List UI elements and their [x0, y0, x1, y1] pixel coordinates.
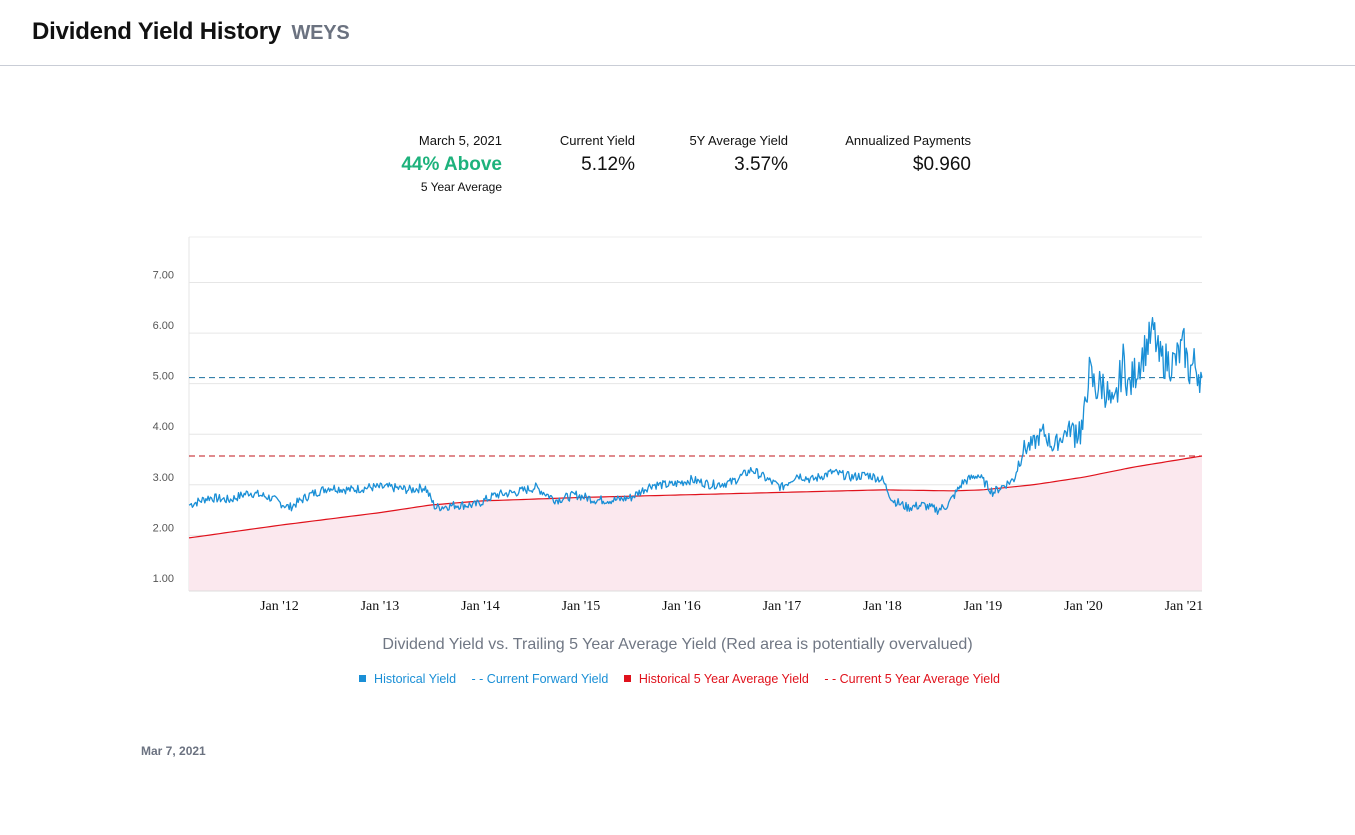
x-tick-label: Jan '20	[1064, 599, 1103, 614]
stat-annualized-payments: Annualized Payments $0.960	[845, 133, 971, 179]
series-5y-average	[188, 455, 1203, 539]
overvalued-area	[189, 456, 1202, 591]
page-title-text: Dividend Yield History	[32, 18, 281, 45]
y-tick-label: 7.00	[153, 270, 174, 282]
ticker-symbol: WEYS	[291, 22, 350, 44]
footer-date: Mar 7, 2021	[141, 744, 206, 758]
legend-square-icon	[359, 675, 367, 682]
x-tick-label: Jan '13	[361, 599, 400, 614]
legend-historical-yield[interactable]: Historical Yield	[355, 672, 460, 686]
x-tick-label: Jan '21	[1165, 599, 1204, 614]
x-tick-label: Jan '16	[662, 599, 701, 614]
stat-payments-value: $0.960	[912, 154, 971, 175]
chart-legend: Historical Yield - - Current Forward Yie…	[0, 672, 1355, 686]
dividend-yield-chart: 1.002.003.004.005.006.007.00 Jan '12 Jan …	[153, 236, 1203, 614]
legend-historical-average[interactable]: Historical 5 Year Average Yield	[620, 672, 813, 686]
x-tick-label: Jan '17	[763, 599, 802, 614]
stat-average-yield-value: 3.57%	[734, 154, 788, 175]
chart-caption: Dividend Yield vs. Trailing 5 Year Avera…	[382, 636, 973, 653]
stat-current-yield-value: 5.12%	[581, 154, 635, 175]
stat-payments-label: Annualized Payments	[845, 133, 971, 148]
legend-current-forward-yield[interactable]: - - Current Forward Yield	[471, 672, 609, 686]
stat-average-yield-label: 5Y Average Yield	[689, 133, 788, 148]
x-tick-label: Jan '15	[562, 599, 601, 614]
legend-historical-average-label: Historical 5 Year Average Yield	[638, 672, 809, 686]
stat-date: March 5, 2021	[418, 133, 502, 148]
legend-historical-label: Historical Yield	[374, 672, 457, 686]
x-tick-label: Jan '12	[260, 599, 299, 614]
y-tick-label: 5.00	[153, 371, 174, 383]
y-tick-label: 6.00	[153, 320, 174, 332]
stat-vs-average-value: 44% Above	[401, 154, 502, 175]
y-tick-label: 1.00	[153, 573, 174, 585]
stat-average-yield: 5Y Average Yield 3.57%	[689, 133, 788, 179]
x-tick-label: Jan '14	[461, 599, 500, 614]
x-axis-labels: Jan '12 Jan '13 Jan '14 Jan '15 Jan '16 Jan '…	[260, 599, 1203, 614]
legend-current-average[interactable]: - - Current 5 Year Average Yield	[824, 672, 1000, 686]
page-header: Dividend Yield History WEYS	[0, 0, 1355, 66]
x-tick-label: Jan '18	[863, 599, 902, 614]
y-axis-labels: 1.00 2.00 3.00 4.00 5.00 6.00 7.00	[153, 270, 174, 585]
y-tick-label: 4.00	[153, 421, 174, 433]
series-historical-yield	[188, 317, 1203, 515]
stat-vs-average: March 5, 2021 44% Above 5 Year Average	[401, 133, 502, 195]
stat-vs-average-sub: 5 Year Average	[420, 180, 502, 194]
y-tick-label: 2.00	[153, 522, 174, 534]
legend-square-icon	[623, 675, 631, 682]
stat-current-yield: Current Yield 5.12%	[560, 133, 635, 179]
page-title: Dividend Yield History WEYS	[32, 18, 350, 46]
stat-current-yield-label: Current Yield	[559, 133, 635, 148]
x-tick-label: Jan '19	[964, 599, 1003, 614]
y-tick-label: 3.00	[153, 472, 174, 484]
